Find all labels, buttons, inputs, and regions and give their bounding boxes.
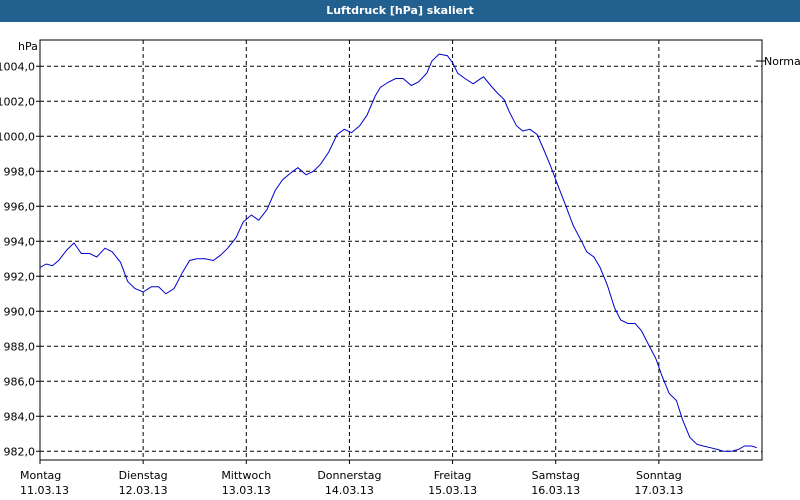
y-tick-label: 996,0 <box>4 200 36 213</box>
y-tick-label: 994,0 <box>4 235 36 248</box>
legend-label: Normal <box>764 55 800 68</box>
y-tick-label: 1000,0 <box>0 130 35 143</box>
x-tick-label-day: Dienstag <box>119 469 168 482</box>
x-tick-label-day: Samstag <box>532 469 580 482</box>
x-tick-label-date: 11.03.13 <box>20 484 69 497</box>
y-tick-label: 998,0 <box>4 165 36 178</box>
x-tick-label-date: 16.03.13 <box>531 484 580 497</box>
y-tick-label: 1004,0 <box>0 60 35 73</box>
x-tick-label-date: 17.03.13 <box>634 484 683 497</box>
x-tick-label-date: 12.03.13 <box>119 484 168 497</box>
y-tick-label: 1002,0 <box>0 95 35 108</box>
x-axis: Montag 11.03.13 Dienstag 12.03.13 Mittwoch 13… <box>20 460 683 497</box>
y-tick-label: 992,0 <box>4 270 36 283</box>
x-tick-label-day: Montag <box>20 469 61 482</box>
grid-lines <box>40 40 762 460</box>
y-axis-label: hPa <box>18 40 38 53</box>
y-tick-label: 988,0 <box>4 340 36 353</box>
y-tick-label: 982,0 <box>4 445 36 458</box>
y-tick-label: 990,0 <box>4 305 36 318</box>
plot-area <box>39 39 763 461</box>
x-tick-label-date: 13.03.13 <box>222 484 271 497</box>
x-tick-label-date: 14.03.13 <box>325 484 374 497</box>
x-tick-label-day: Sonntag <box>636 469 682 482</box>
y-tick-label: 986,0 <box>4 375 36 388</box>
x-tick-label-day: Donnerstag <box>317 469 381 482</box>
x-tick-label-day: Mittwoch <box>221 469 271 482</box>
y-tick-label: 984,0 <box>4 410 36 423</box>
x-tick-label-day: Freitag <box>434 469 472 482</box>
y-axis: 982,0 984,0 986,0 988,0 990,0 992,0 994,0 996,0… <box>0 60 40 458</box>
chart-title: Luftdruck [hPa] skaliert <box>0 0 800 22</box>
x-tick-label-date: 15.03.13 <box>428 484 477 497</box>
pressure-series-line <box>39 53 757 452</box>
